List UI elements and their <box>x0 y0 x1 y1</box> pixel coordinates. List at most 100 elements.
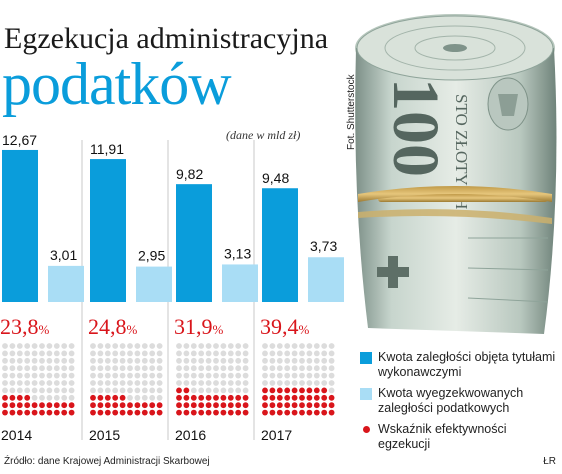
efficiency-dot <box>220 387 227 394</box>
efficiency-dot <box>291 387 298 394</box>
efficiency-dot <box>235 357 242 364</box>
efficiency-dot <box>176 409 182 416</box>
efficiency-dot <box>276 372 283 379</box>
efficiency-dot <box>213 357 219 364</box>
data-label-light-2014: 3,01 <box>50 247 77 263</box>
efficiency-dot <box>149 394 156 401</box>
efficiency-dot <box>220 357 227 364</box>
efficiency-dot <box>31 380 38 386</box>
efficiency-dot <box>306 409 313 416</box>
efficiency-dot <box>227 365 234 372</box>
efficiency-dot <box>313 357 320 364</box>
legend-dot-icon <box>363 426 370 433</box>
efficiency-dot <box>104 409 111 416</box>
efficiency-dot <box>205 394 212 401</box>
efficiency-dot <box>9 409 16 416</box>
efficiency-dot <box>269 380 276 386</box>
efficiency-dot <box>90 350 96 357</box>
efficiency-dot <box>134 372 141 379</box>
efficiency-dot <box>46 409 53 416</box>
efficiency-dot <box>299 350 305 357</box>
efficiency-dot <box>220 365 227 372</box>
efficiency-dot <box>284 350 291 357</box>
efficiency-dot <box>313 402 320 409</box>
efficiency-dot <box>134 380 141 386</box>
year-label-2016: 2016 <box>175 427 206 443</box>
efficiency-dot <box>104 387 111 394</box>
efficiency-unit: % <box>127 322 138 337</box>
efficiency-dot <box>198 365 205 372</box>
efficiency-dot <box>227 402 234 409</box>
efficiency-dot <box>16 402 23 409</box>
efficiency-unit: % <box>213 322 224 337</box>
efficiency-dot <box>24 350 31 357</box>
efficiency-dot <box>61 357 68 364</box>
efficiency-dot <box>112 402 119 409</box>
efficiency-dot <box>220 343 227 349</box>
efficiency-dot <box>9 402 16 409</box>
legend-label: Kwota wyegzekwowanych zaległości podatko… <box>378 386 524 415</box>
efficiency-dot <box>213 372 219 379</box>
efficiency-dot <box>53 365 60 372</box>
efficiency-dot <box>97 372 104 379</box>
efficiency-dot <box>276 365 283 372</box>
efficiency-dot <box>61 365 68 372</box>
efficiency-dot <box>176 350 182 357</box>
efficiency-dot <box>269 372 276 379</box>
efficiency-dot <box>119 365 126 372</box>
efficiency-dot <box>61 343 68 349</box>
efficiency-dot <box>149 372 156 379</box>
efficiency-dot <box>24 357 31 364</box>
bar-light-2015 <box>136 266 172 302</box>
efficiency-dot <box>9 380 16 386</box>
efficiency-dot <box>284 409 291 416</box>
efficiency-dot <box>90 394 96 401</box>
efficiency-dot <box>31 372 38 379</box>
efficiency-dot <box>321 387 328 394</box>
efficiency-dot <box>269 409 276 416</box>
efficiency-dot <box>213 343 219 349</box>
efficiency-dot <box>61 387 68 394</box>
efficiency-dot <box>190 387 197 394</box>
efficiency-dot <box>176 365 182 372</box>
efficiency-dot <box>39 350 45 357</box>
efficiency-dot <box>276 350 283 357</box>
efficiency-dot <box>205 343 212 349</box>
efficiency-dot <box>313 350 320 357</box>
efficiency-dot <box>112 394 119 401</box>
efficiency-dot <box>183 350 190 357</box>
efficiency-dot <box>46 387 53 394</box>
efficiency-dot <box>321 394 328 401</box>
efficiency-dot <box>291 365 298 372</box>
efficiency-dot <box>104 343 111 349</box>
efficiency-dot <box>183 402 190 409</box>
data-label-dark-2014: 12,67 <box>2 132 37 148</box>
efficiency-dot <box>39 365 45 372</box>
efficiency-dot <box>198 409 205 416</box>
banknote-denomination: 100 <box>379 78 452 177</box>
efficiency-dot <box>227 409 234 416</box>
efficiency-dot <box>299 343 305 349</box>
efficiency-dot <box>262 357 268 364</box>
efficiency-dot <box>127 343 133 349</box>
efficiency-dot <box>134 350 141 357</box>
efficiency-dot <box>90 343 96 349</box>
efficiency-dot <box>176 357 182 364</box>
efficiency-dot <box>284 402 291 409</box>
efficiency-dot <box>183 372 190 379</box>
efficiency-dot <box>328 343 335 349</box>
efficiency-dot <box>276 402 283 409</box>
efficiency-dot <box>313 343 320 349</box>
efficiency-dot <box>39 343 45 349</box>
efficiency-dot <box>112 380 119 386</box>
data-label-dark-2016: 9,82 <box>176 166 203 182</box>
efficiency-dot <box>141 357 148 364</box>
efficiency-dot <box>46 357 53 364</box>
efficiency-dot <box>313 409 320 416</box>
efficiency-dot <box>149 409 156 416</box>
efficiency-dot <box>205 409 212 416</box>
efficiency-dot <box>262 372 268 379</box>
efficiency-dot <box>2 343 8 349</box>
efficiency-dot <box>176 372 182 379</box>
efficiency-dot <box>306 387 313 394</box>
